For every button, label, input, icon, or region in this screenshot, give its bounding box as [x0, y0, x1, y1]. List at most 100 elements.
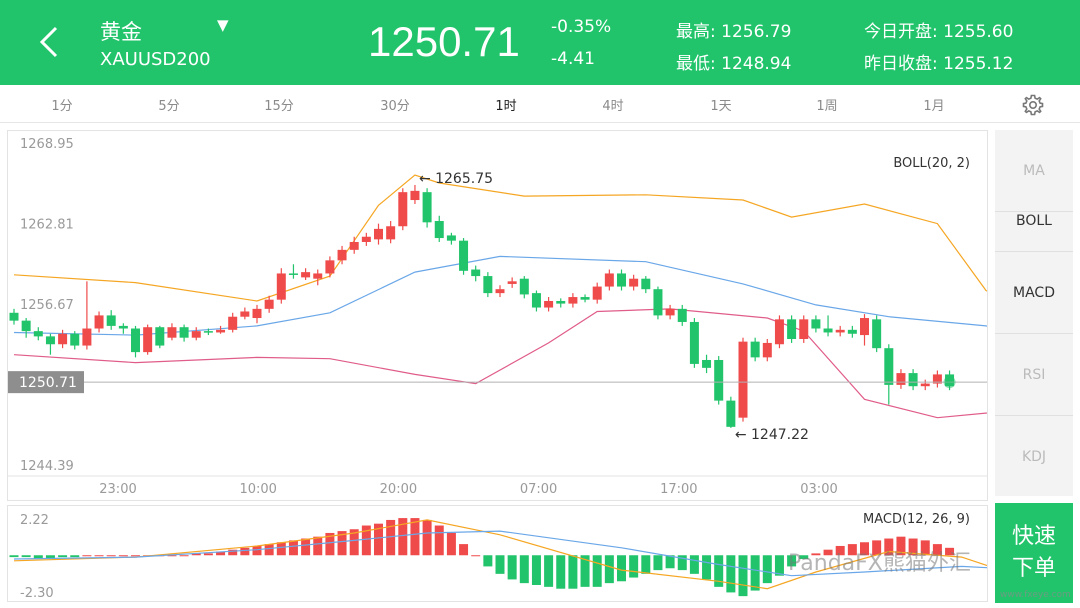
tab-1min[interactable]: 1分 — [51, 99, 73, 114]
price-axis-tick: 1262.81 — [20, 218, 74, 233]
candle — [264, 299, 274, 309]
quick-trade-line1: 快速 — [1011, 524, 1056, 549]
candle — [823, 328, 833, 333]
macd-bar — [884, 538, 894, 556]
candle — [45, 336, 55, 345]
candle — [228, 316, 238, 330]
macd-bar — [70, 555, 80, 558]
min-price-annotation: ← 1247.22 — [735, 427, 809, 443]
macd-bar — [167, 555, 177, 557]
candle — [9, 312, 19, 321]
macd-bar — [422, 519, 432, 556]
macd-bar — [349, 529, 359, 556]
macd-bar — [21, 555, 31, 558]
macd-chart[interactable]: 2.22 -2.30 MACD(12, 26, 9) — [8, 506, 1080, 601]
candle — [131, 328, 140, 353]
candle — [799, 319, 809, 340]
macd-bar — [860, 542, 869, 556]
boll-upper-line — [13, 174, 1080, 319]
back-arrow-icon[interactable] — [30, 22, 70, 62]
tab-15min[interactable]: 15分 — [264, 99, 294, 114]
candle — [191, 331, 201, 338]
indicator-macd-button[interactable]: MACD — [995, 252, 1073, 334]
macd-bar — [641, 555, 651, 574]
watermark-url: www.fxeye.com — [1000, 590, 1071, 600]
macd-bar — [568, 555, 578, 589]
boll-mid-line — [13, 255, 1080, 348]
open-price: 今日开盘: 1255.60 — [864, 22, 1014, 42]
indicator-kdj-button[interactable]: KDJ — [1021, 449, 1047, 465]
candle — [240, 311, 250, 317]
candle — [410, 190, 420, 201]
tab-4hour[interactable]: 4时 — [602, 99, 624, 114]
time-axis-tick: 10:00 — [239, 482, 276, 497]
indicator-ma-button[interactable]: MA — [995, 130, 1073, 212]
candle — [252, 308, 262, 319]
candle — [702, 359, 712, 368]
macd-bar — [276, 542, 286, 556]
low-price: 最低: 1248.94 — [676, 54, 792, 74]
candle — [446, 235, 456, 241]
indicator-panel: MA BOLL MACD RSI KDJ — [995, 130, 1073, 496]
macd-bar — [301, 538, 311, 556]
candlestick-pane[interactable]: 1268.95 1262.81 1256.67 1244.39 23:00 10:00 2… — [7, 130, 1080, 501]
candle — [726, 400, 736, 427]
candle — [860, 318, 869, 336]
candle — [483, 276, 493, 294]
candle — [872, 319, 882, 349]
tab-1day[interactable]: 1天 — [710, 99, 732, 114]
macd-bar — [823, 549, 833, 556]
macd-pane[interactable]: 2.22 -2.30 MACD(12, 26, 9) — [7, 505, 1080, 602]
candle — [884, 348, 894, 385]
candle — [932, 374, 942, 384]
macd-bar — [228, 549, 238, 556]
macd-bar — [252, 545, 262, 556]
candle — [33, 331, 43, 337]
macd-bar — [483, 555, 493, 567]
macd-bar — [556, 555, 566, 589]
candle — [677, 308, 687, 322]
tab-1month[interactable]: 1月 — [923, 99, 945, 114]
macd-ytick-top: 2.22 — [20, 513, 49, 528]
macd-bar — [799, 555, 809, 559]
candle — [313, 273, 323, 279]
quick-trade-button[interactable]: 快速 下单 — [995, 503, 1073, 603]
candle — [106, 315, 116, 326]
candle — [374, 228, 383, 240]
gear-icon[interactable] — [1021, 93, 1045, 117]
quote-header: 黄金 ▼ XAUUSD200 1250.71 -0.35% -4.41 最高: … — [0, 0, 1080, 85]
symbol-dropdown-icon[interactable]: ▼ — [217, 16, 229, 34]
candle — [774, 319, 784, 345]
macd-bar — [811, 553, 821, 556]
candle — [750, 341, 760, 358]
candle — [143, 327, 153, 353]
watermark: PandaFX熊猫外汇 — [788, 551, 971, 576]
macd-bar — [872, 540, 882, 556]
tab-1hour[interactable]: 1时 — [495, 99, 517, 114]
indicator-boll-button[interactable]: BOLL — [995, 190, 1073, 252]
candlestick-chart[interactable]: 1268.95 1262.81 1256.67 1244.39 23:00 10:00 2… — [8, 131, 1080, 500]
macd-bar — [945, 547, 955, 556]
boll-legend: BOLL(20, 2) — [893, 156, 970, 171]
symbol-name[interactable]: 黄金 — [100, 20, 142, 44]
macd-bar — [191, 553, 201, 556]
candle — [787, 319, 797, 340]
tab-5min[interactable]: 5分 — [158, 99, 180, 114]
candle — [629, 278, 639, 287]
macd-bar — [787, 555, 797, 567]
macd-bar — [580, 555, 590, 587]
macd-bar — [216, 551, 226, 556]
candle — [337, 249, 347, 261]
indicator-rsi-button[interactable]: RSI — [995, 334, 1073, 416]
macd-bar — [908, 538, 918, 556]
macd-bar — [45, 555, 55, 559]
macd-bar — [471, 555, 481, 557]
macd-bar — [313, 536, 323, 556]
candle — [21, 320, 31, 332]
time-axis-tick: 07:00 — [520, 482, 557, 497]
macd-bar — [689, 555, 699, 574]
tab-30min[interactable]: 30分 — [380, 99, 410, 114]
macd-bar — [264, 544, 274, 556]
macd-ytick-bottom: -2.30 — [20, 586, 54, 601]
tab-1week[interactable]: 1周 — [816, 99, 838, 114]
